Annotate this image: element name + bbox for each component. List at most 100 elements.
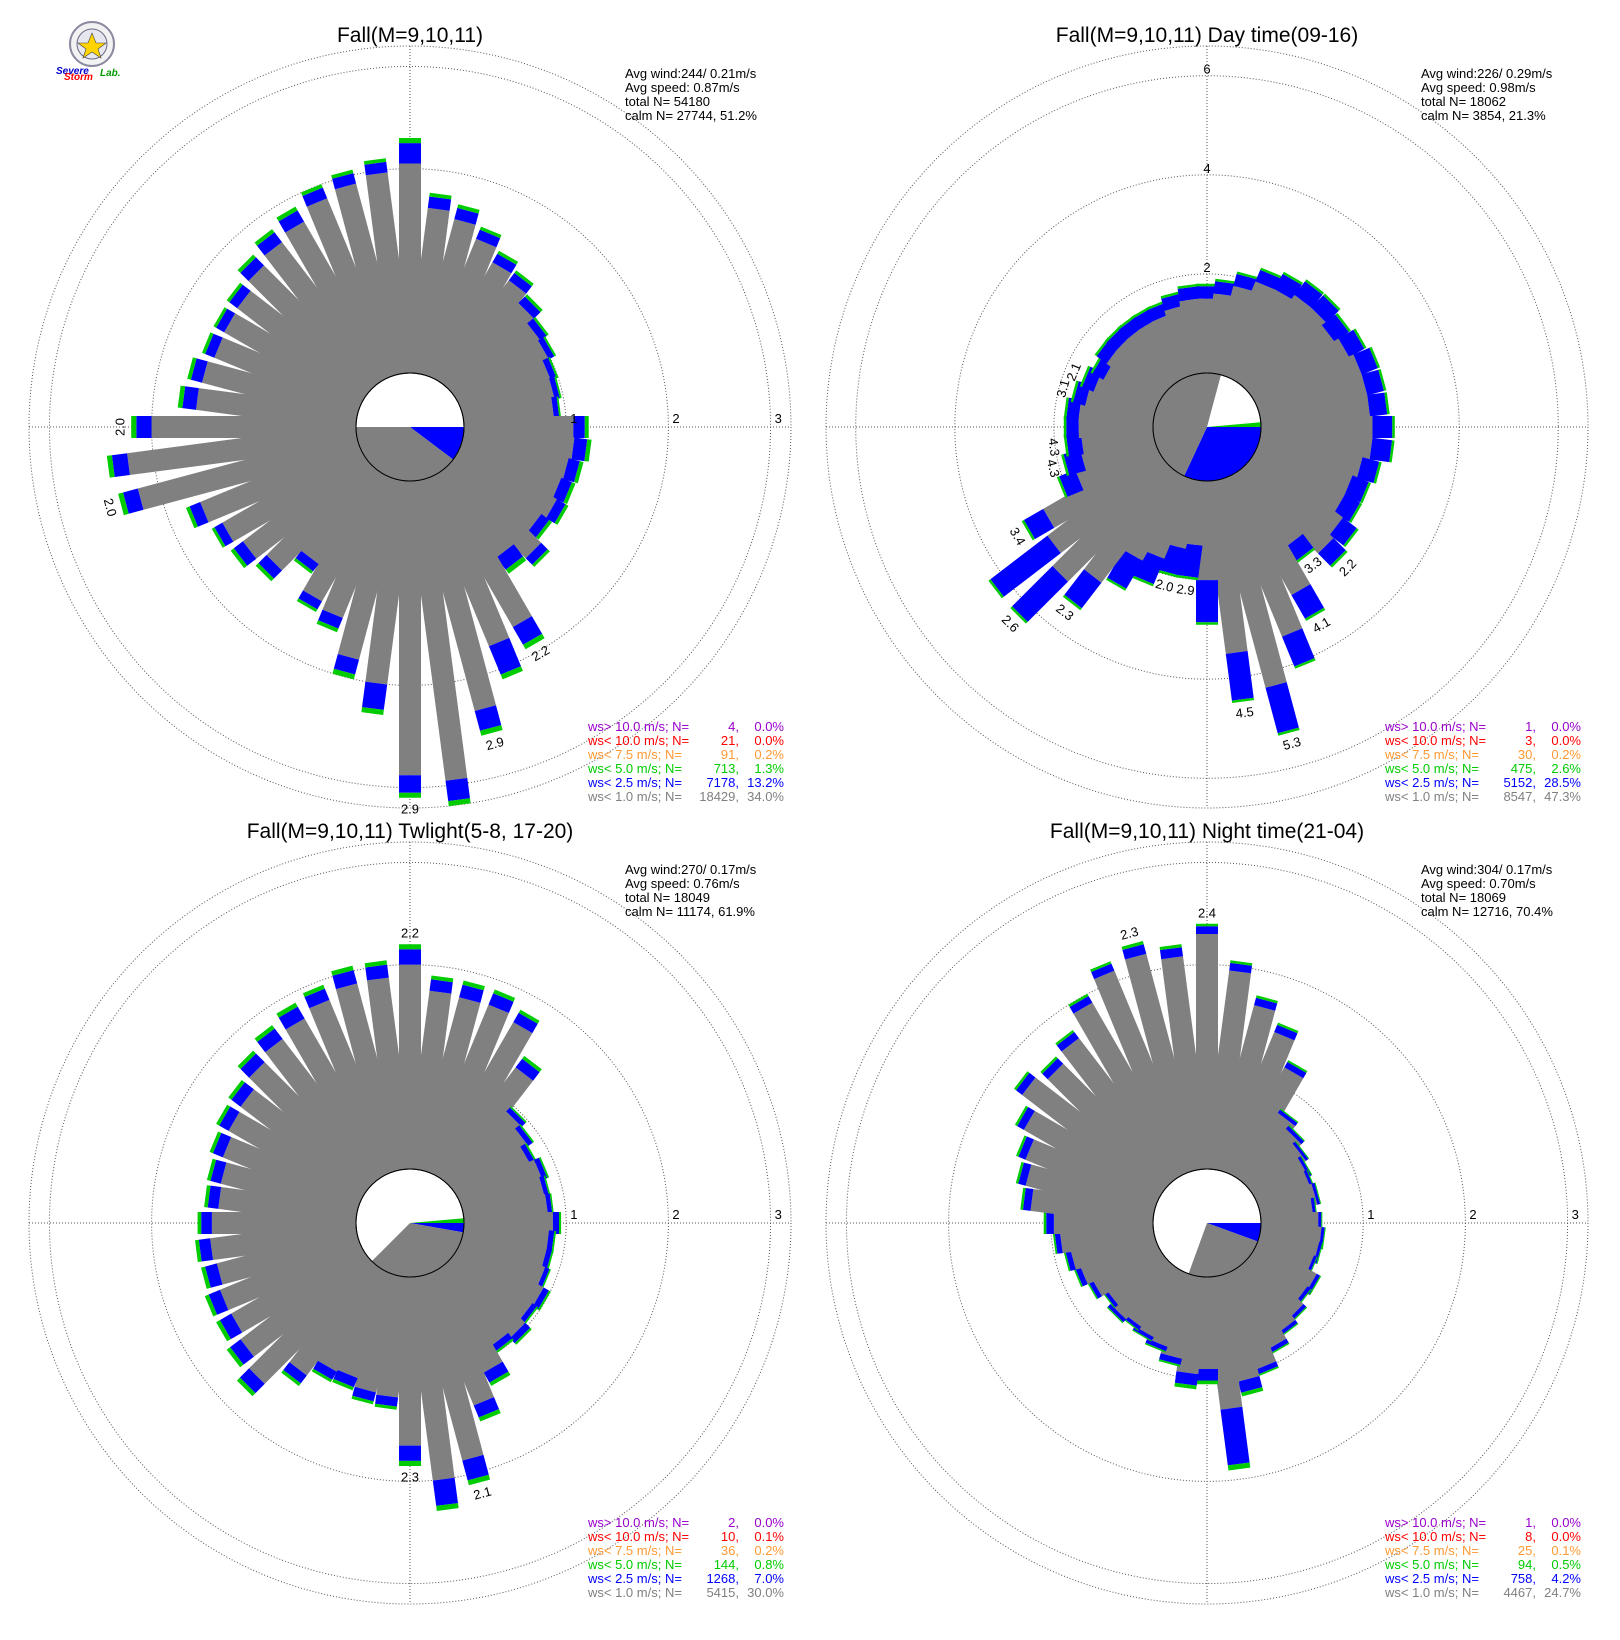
bar-dir-307.5 — [1014, 1071, 1171, 1199]
bar-segment — [462, 980, 485, 991]
windrose-panel-fall: Fall(M=9,10,11) Avg wind:244/ 0.21m/sAvg … — [28, 24, 792, 816]
bar-segment — [539, 1175, 550, 1199]
bar-segment — [488, 993, 514, 1013]
bar-segment — [1243, 451, 1343, 535]
bar-segment — [258, 555, 282, 579]
legend-count: 36, — [721, 1543, 739, 1558]
legend-entry: ws< 1.0 m/s; N= 8547, 47.3% — [1384, 789, 1581, 804]
bar-segment — [1233, 273, 1258, 292]
bar-segment — [214, 337, 365, 417]
logo-word-severe: Severe — [56, 66, 89, 77]
bar-dir-15 — [413, 204, 480, 378]
bar-segment — [990, 535, 1061, 597]
bar-segment — [255, 563, 274, 582]
bar-dir-187.5 — [361, 479, 414, 715]
bar-value-label: 2.1 — [472, 1484, 493, 1503]
calm-center — [1152, 372, 1262, 482]
legend-count: 8, — [1525, 1529, 1536, 1544]
bar-segment — [538, 337, 555, 360]
bar-segment — [448, 798, 471, 807]
bar-dir-315 — [237, 254, 380, 397]
bar-segment — [495, 1338, 514, 1354]
legend-label: ws< 7.5 m/s; N= — [587, 1543, 682, 1558]
bar-segment — [493, 989, 516, 1002]
bar-segment — [399, 143, 421, 164]
bar-segment — [1174, 1371, 1199, 1386]
bar-segment — [1274, 273, 1302, 300]
bar-dir-195 — [351, 1272, 407, 1405]
legend-entry: ws< 10.0 m/s; N= 10, 0.1% — [587, 1529, 784, 1544]
bar-segment — [219, 1106, 240, 1131]
bar-segment — [1265, 682, 1299, 734]
bar-segment — [427, 196, 452, 211]
legend-percent: 28.5% — [1544, 775, 1581, 790]
bar-segment — [532, 1287, 549, 1310]
radial-tick-label: 3 — [1572, 1207, 1579, 1222]
bar-segment — [214, 522, 234, 547]
bar-segment — [332, 1378, 354, 1391]
bar-segment — [202, 332, 214, 354]
bar-segment — [1156, 569, 1179, 578]
legend-count: 21, — [721, 733, 739, 748]
bar-segment — [1282, 271, 1303, 285]
bar-segment — [420, 238, 497, 382]
bar-dir-22.5 — [420, 989, 516, 1178]
bar-segment — [536, 1267, 550, 1290]
bar-segment — [333, 1369, 358, 1388]
legend-label: ws< 1.0 m/s; N= — [1384, 789, 1479, 804]
legend-percent: 0.0% — [754, 733, 784, 748]
bar-segment — [1284, 1061, 1307, 1079]
stat-line: Avg speed: 0.76m/s — [625, 876, 740, 891]
bar-segment — [1285, 1125, 1305, 1145]
bar-segment — [228, 1111, 369, 1206]
bar-segment — [399, 775, 421, 793]
bar-dir-187.5 — [374, 1275, 414, 1410]
bar-segment — [216, 308, 236, 333]
bar-dir-292.5 — [1016, 1135, 1162, 1213]
calm-sector — [1153, 373, 1221, 476]
bar-segment — [1018, 1162, 1032, 1186]
bar-value-label: 2.9 — [484, 734, 505, 753]
bar-segment — [1241, 1387, 1264, 1397]
bar-dir-352.5 — [1177, 283, 1211, 375]
legend-percent: 0.0% — [754, 1515, 784, 1530]
bar-dir-352.5 — [363, 158, 414, 375]
legend-entry: ws> 10.0 m/s; N= 2, 0.0% — [587, 1515, 784, 1530]
bar-segment — [508, 272, 532, 294]
bar-segment — [106, 455, 115, 478]
bar-segment — [1121, 941, 1144, 950]
bar-segment — [1311, 1182, 1321, 1205]
bar-segment — [1196, 923, 1218, 927]
bar-segment — [198, 1238, 213, 1262]
bar-segment — [276, 206, 298, 222]
bar-segment — [1196, 1369, 1218, 1381]
bar-dir-127.5 — [1243, 451, 1359, 547]
legend-label: ws< 2.5 m/s; N= — [1384, 1571, 1479, 1586]
bar-segment — [230, 548, 248, 569]
bar-segment — [374, 1403, 397, 1410]
bar-segment — [434, 280, 527, 391]
legend-count: 144, — [714, 1557, 739, 1572]
bar-dir-112.5 — [1252, 437, 1371, 504]
bar-segment — [1210, 285, 1255, 378]
bar-dir-292.5 — [202, 332, 365, 417]
bar-segment — [375, 1394, 399, 1407]
bar-segment — [123, 488, 144, 514]
bar-segment — [1068, 993, 1089, 1007]
bar-segment — [584, 439, 592, 462]
bar-segment — [1277, 1319, 1298, 1337]
logo-word-storm: Storm — [64, 72, 93, 83]
bar-dir-120 — [451, 444, 569, 525]
bar-segment — [467, 1474, 491, 1486]
bar-segment — [1323, 293, 1341, 311]
bar-segment — [473, 1397, 499, 1418]
bar-segment — [1392, 416, 1395, 438]
legend-label: ws< 5.0 m/s; N= — [587, 1557, 682, 1572]
legend-label: ws< 10.0 m/s; N= — [587, 1529, 689, 1544]
bar-segment — [520, 1143, 536, 1166]
calm-sector — [410, 427, 464, 460]
bar-dir-292.5 — [209, 1131, 365, 1213]
legend-percent: 0.2% — [754, 747, 784, 762]
bar-dir-105 — [459, 430, 584, 484]
bar-segment — [406, 479, 468, 781]
